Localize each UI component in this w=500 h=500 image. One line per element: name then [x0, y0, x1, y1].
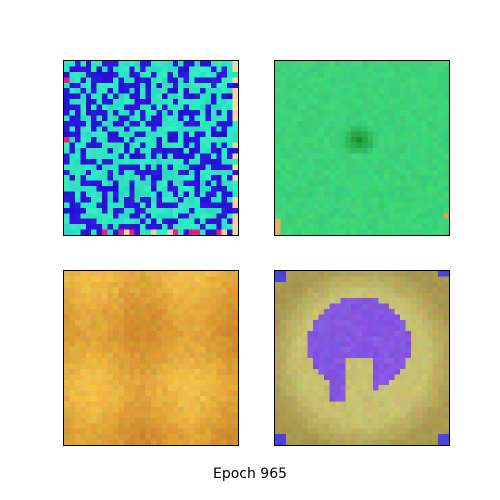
generated-sample-2 — [274, 60, 450, 236]
sample-image-2 — [275, 61, 449, 235]
generated-sample-1 — [63, 60, 239, 236]
epoch-caption: Epoch 965 — [212, 466, 288, 482]
sample-image-4 — [275, 271, 449, 445]
generated-sample-4 — [274, 270, 450, 446]
sample-image-3 — [64, 271, 238, 445]
sample-image-1 — [64, 61, 238, 235]
generated-sample-3 — [63, 270, 239, 446]
